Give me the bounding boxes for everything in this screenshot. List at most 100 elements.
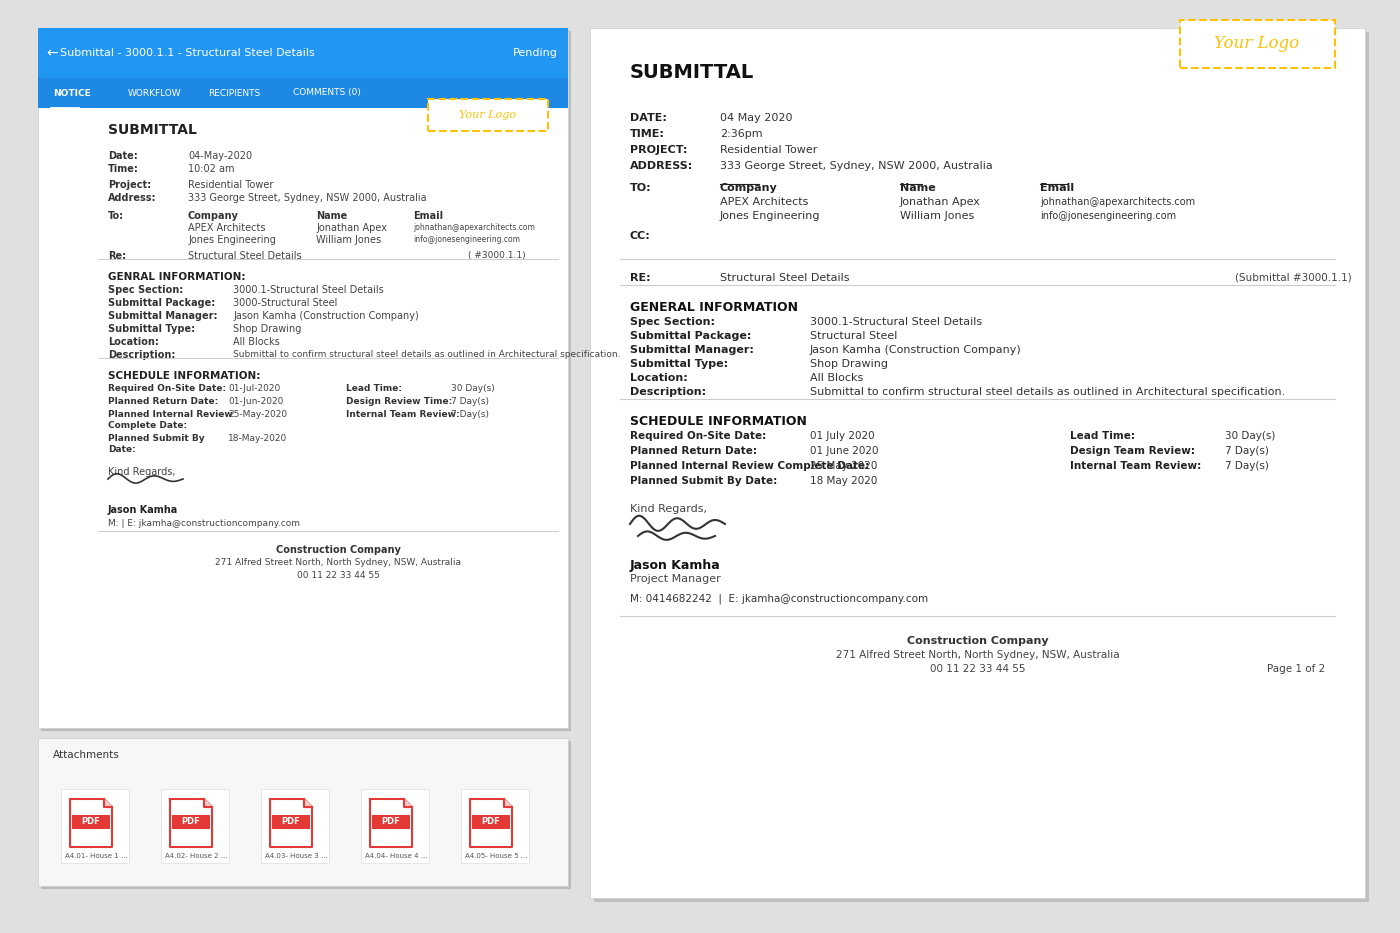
- Text: M: | E: jkamha@constructioncompany.com: M: | E: jkamha@constructioncompany.com: [108, 519, 300, 528]
- Text: Email: Email: [413, 211, 444, 221]
- FancyBboxPatch shape: [1180, 20, 1336, 68]
- Text: ( #3000.1.1): ( #3000.1.1): [468, 251, 525, 260]
- Text: Planned Internal Review Complete Date:: Planned Internal Review Complete Date:: [630, 461, 869, 471]
- Text: Jason Kamha (Construction Company): Jason Kamha (Construction Company): [811, 345, 1022, 355]
- Text: Location:: Location:: [630, 373, 687, 383]
- Text: CC:: CC:: [630, 231, 651, 241]
- Text: Jason Kamha (Construction Company): Jason Kamha (Construction Company): [232, 311, 419, 321]
- Text: Design Review Time:: Design Review Time:: [346, 397, 452, 406]
- Text: (Submittal #3000.1.1): (Submittal #3000.1.1): [1235, 273, 1352, 283]
- Text: Project:: Project:: [108, 180, 151, 190]
- Text: 25-May-2020: 25-May-2020: [228, 410, 287, 419]
- Text: 3000.1-Structural Steel Details: 3000.1-Structural Steel Details: [811, 317, 983, 327]
- Text: DATE:: DATE:: [630, 113, 666, 123]
- FancyBboxPatch shape: [172, 815, 210, 829]
- Text: 00 11 22 33 44 55: 00 11 22 33 44 55: [930, 664, 1025, 674]
- Text: SUBMITTAL: SUBMITTAL: [630, 63, 755, 82]
- Text: SCHEDULE INFORMATION: SCHEDULE INFORMATION: [630, 415, 806, 428]
- Text: A4.02- House 2 ...: A4.02- House 2 ...: [165, 853, 227, 859]
- Text: Internal Team Review:: Internal Team Review:: [346, 410, 459, 419]
- Text: Jones Engineering: Jones Engineering: [720, 211, 820, 221]
- Text: Structural Steel Details: Structural Steel Details: [188, 251, 301, 261]
- FancyBboxPatch shape: [38, 28, 568, 78]
- Text: Company: Company: [720, 183, 778, 193]
- Text: Kind Regards,: Kind Regards,: [630, 504, 707, 514]
- Text: 333 George Street, Sydney, NSW 2000, Australia: 333 George Street, Sydney, NSW 2000, Aus…: [188, 193, 427, 203]
- Text: Jason Kamha: Jason Kamha: [630, 559, 721, 572]
- Text: johnathan@apexarchitects.com: johnathan@apexarchitects.com: [1040, 197, 1196, 207]
- Text: Structural Steel: Structural Steel: [811, 331, 897, 341]
- Text: 7 Day(s): 7 Day(s): [1225, 446, 1268, 456]
- Text: 333 George Street, Sydney, NSW 2000, Australia: 333 George Street, Sydney, NSW 2000, Aus…: [720, 161, 993, 171]
- FancyBboxPatch shape: [428, 99, 547, 131]
- Text: Planned Internal Review: Planned Internal Review: [108, 410, 232, 419]
- Text: TIME:: TIME:: [630, 129, 665, 139]
- Text: info@jonesengineering.com: info@jonesengineering.com: [1040, 211, 1176, 221]
- Text: 18 May 2020: 18 May 2020: [811, 476, 878, 486]
- Text: Submittal Type:: Submittal Type:: [630, 359, 728, 369]
- Polygon shape: [370, 799, 412, 847]
- FancyBboxPatch shape: [361, 789, 428, 863]
- Text: Residential Tower: Residential Tower: [188, 180, 273, 190]
- Text: William Jones: William Jones: [316, 235, 381, 245]
- Text: Page 1 of 2: Page 1 of 2: [1267, 664, 1324, 674]
- Text: 271 Alfred Street North, North Sydney, NSW, Australia: 271 Alfred Street North, North Sydney, N…: [216, 558, 461, 567]
- Text: To:: To:: [108, 211, 125, 221]
- Polygon shape: [270, 799, 312, 847]
- Text: ADDRESS:: ADDRESS:: [630, 161, 693, 171]
- Text: 04-May-2020: 04-May-2020: [188, 151, 252, 161]
- Text: Submittal Package:: Submittal Package:: [630, 331, 752, 341]
- Text: Project Manager: Project Manager: [630, 574, 721, 584]
- Text: 01-Jun-2020: 01-Jun-2020: [228, 397, 283, 406]
- Text: Lead Time:: Lead Time:: [346, 384, 402, 393]
- Text: Submittal Package:: Submittal Package:: [108, 298, 216, 308]
- Text: Planned Return Date:: Planned Return Date:: [108, 397, 218, 406]
- Text: info@jonesengineering.com: info@jonesengineering.com: [413, 235, 519, 244]
- FancyBboxPatch shape: [38, 738, 568, 886]
- Text: A4.03- House 3 ...: A4.03- House 3 ...: [265, 853, 328, 859]
- Text: TO:: TO:: [630, 183, 651, 193]
- Text: johnathan@apexarchitects.com: johnathan@apexarchitects.com: [413, 223, 535, 232]
- Text: William Jones: William Jones: [900, 211, 974, 221]
- Text: Description:: Description:: [108, 350, 175, 360]
- Text: Name: Name: [316, 211, 347, 221]
- Text: 18-May-2020: 18-May-2020: [228, 434, 287, 443]
- FancyBboxPatch shape: [272, 815, 309, 829]
- Text: A4.04- House 4 ...: A4.04- House 4 ...: [365, 853, 427, 859]
- Polygon shape: [104, 799, 112, 807]
- FancyBboxPatch shape: [472, 815, 510, 829]
- Text: Residential Tower: Residential Tower: [720, 145, 818, 155]
- Text: GENERAL INFORMATION: GENERAL INFORMATION: [630, 301, 798, 314]
- Text: PDF: PDF: [281, 817, 301, 827]
- Text: Time:: Time:: [108, 164, 139, 174]
- Text: 7 Day(s): 7 Day(s): [1225, 461, 1268, 471]
- Text: 7 Day(s): 7 Day(s): [451, 410, 489, 419]
- Text: RE:: RE:: [630, 273, 651, 283]
- Text: 3000-Structural Steel: 3000-Structural Steel: [232, 298, 337, 308]
- Text: Date:: Date:: [108, 151, 137, 161]
- Text: Submittal to confirm structural steel details as outlined in Architectural speci: Submittal to confirm structural steel de…: [811, 387, 1285, 397]
- Text: Design Team Review:: Design Team Review:: [1070, 446, 1196, 456]
- Text: 25 May 2020: 25 May 2020: [811, 461, 878, 471]
- FancyBboxPatch shape: [372, 815, 410, 829]
- Text: Description:: Description:: [630, 387, 706, 397]
- Text: SUBMITTAL: SUBMITTAL: [108, 123, 197, 137]
- Text: 7 Day(s): 7 Day(s): [451, 397, 489, 406]
- Text: Planned Submit By: Planned Submit By: [108, 434, 204, 443]
- Text: Internal Team Review:: Internal Team Review:: [1070, 461, 1201, 471]
- Text: Jason Kamha: Jason Kamha: [108, 505, 178, 515]
- Text: Pending: Pending: [514, 48, 559, 58]
- Text: 271 Alfred Street North, North Sydney, NSW, Australia: 271 Alfred Street North, North Sydney, N…: [836, 650, 1120, 660]
- Text: Company: Company: [188, 211, 239, 221]
- FancyBboxPatch shape: [461, 789, 529, 863]
- Text: PDF: PDF: [81, 817, 101, 827]
- Text: WORKFLOW: WORKFLOW: [127, 89, 182, 98]
- Text: NOTICE: NOTICE: [53, 89, 91, 98]
- Polygon shape: [504, 799, 512, 807]
- Text: RECIPIENTS: RECIPIENTS: [209, 89, 260, 98]
- Text: PDF: PDF: [182, 817, 200, 827]
- Text: Name: Name: [900, 183, 935, 193]
- FancyBboxPatch shape: [38, 28, 568, 728]
- Text: Required On-Site Date:: Required On-Site Date:: [630, 431, 766, 441]
- FancyBboxPatch shape: [41, 31, 571, 731]
